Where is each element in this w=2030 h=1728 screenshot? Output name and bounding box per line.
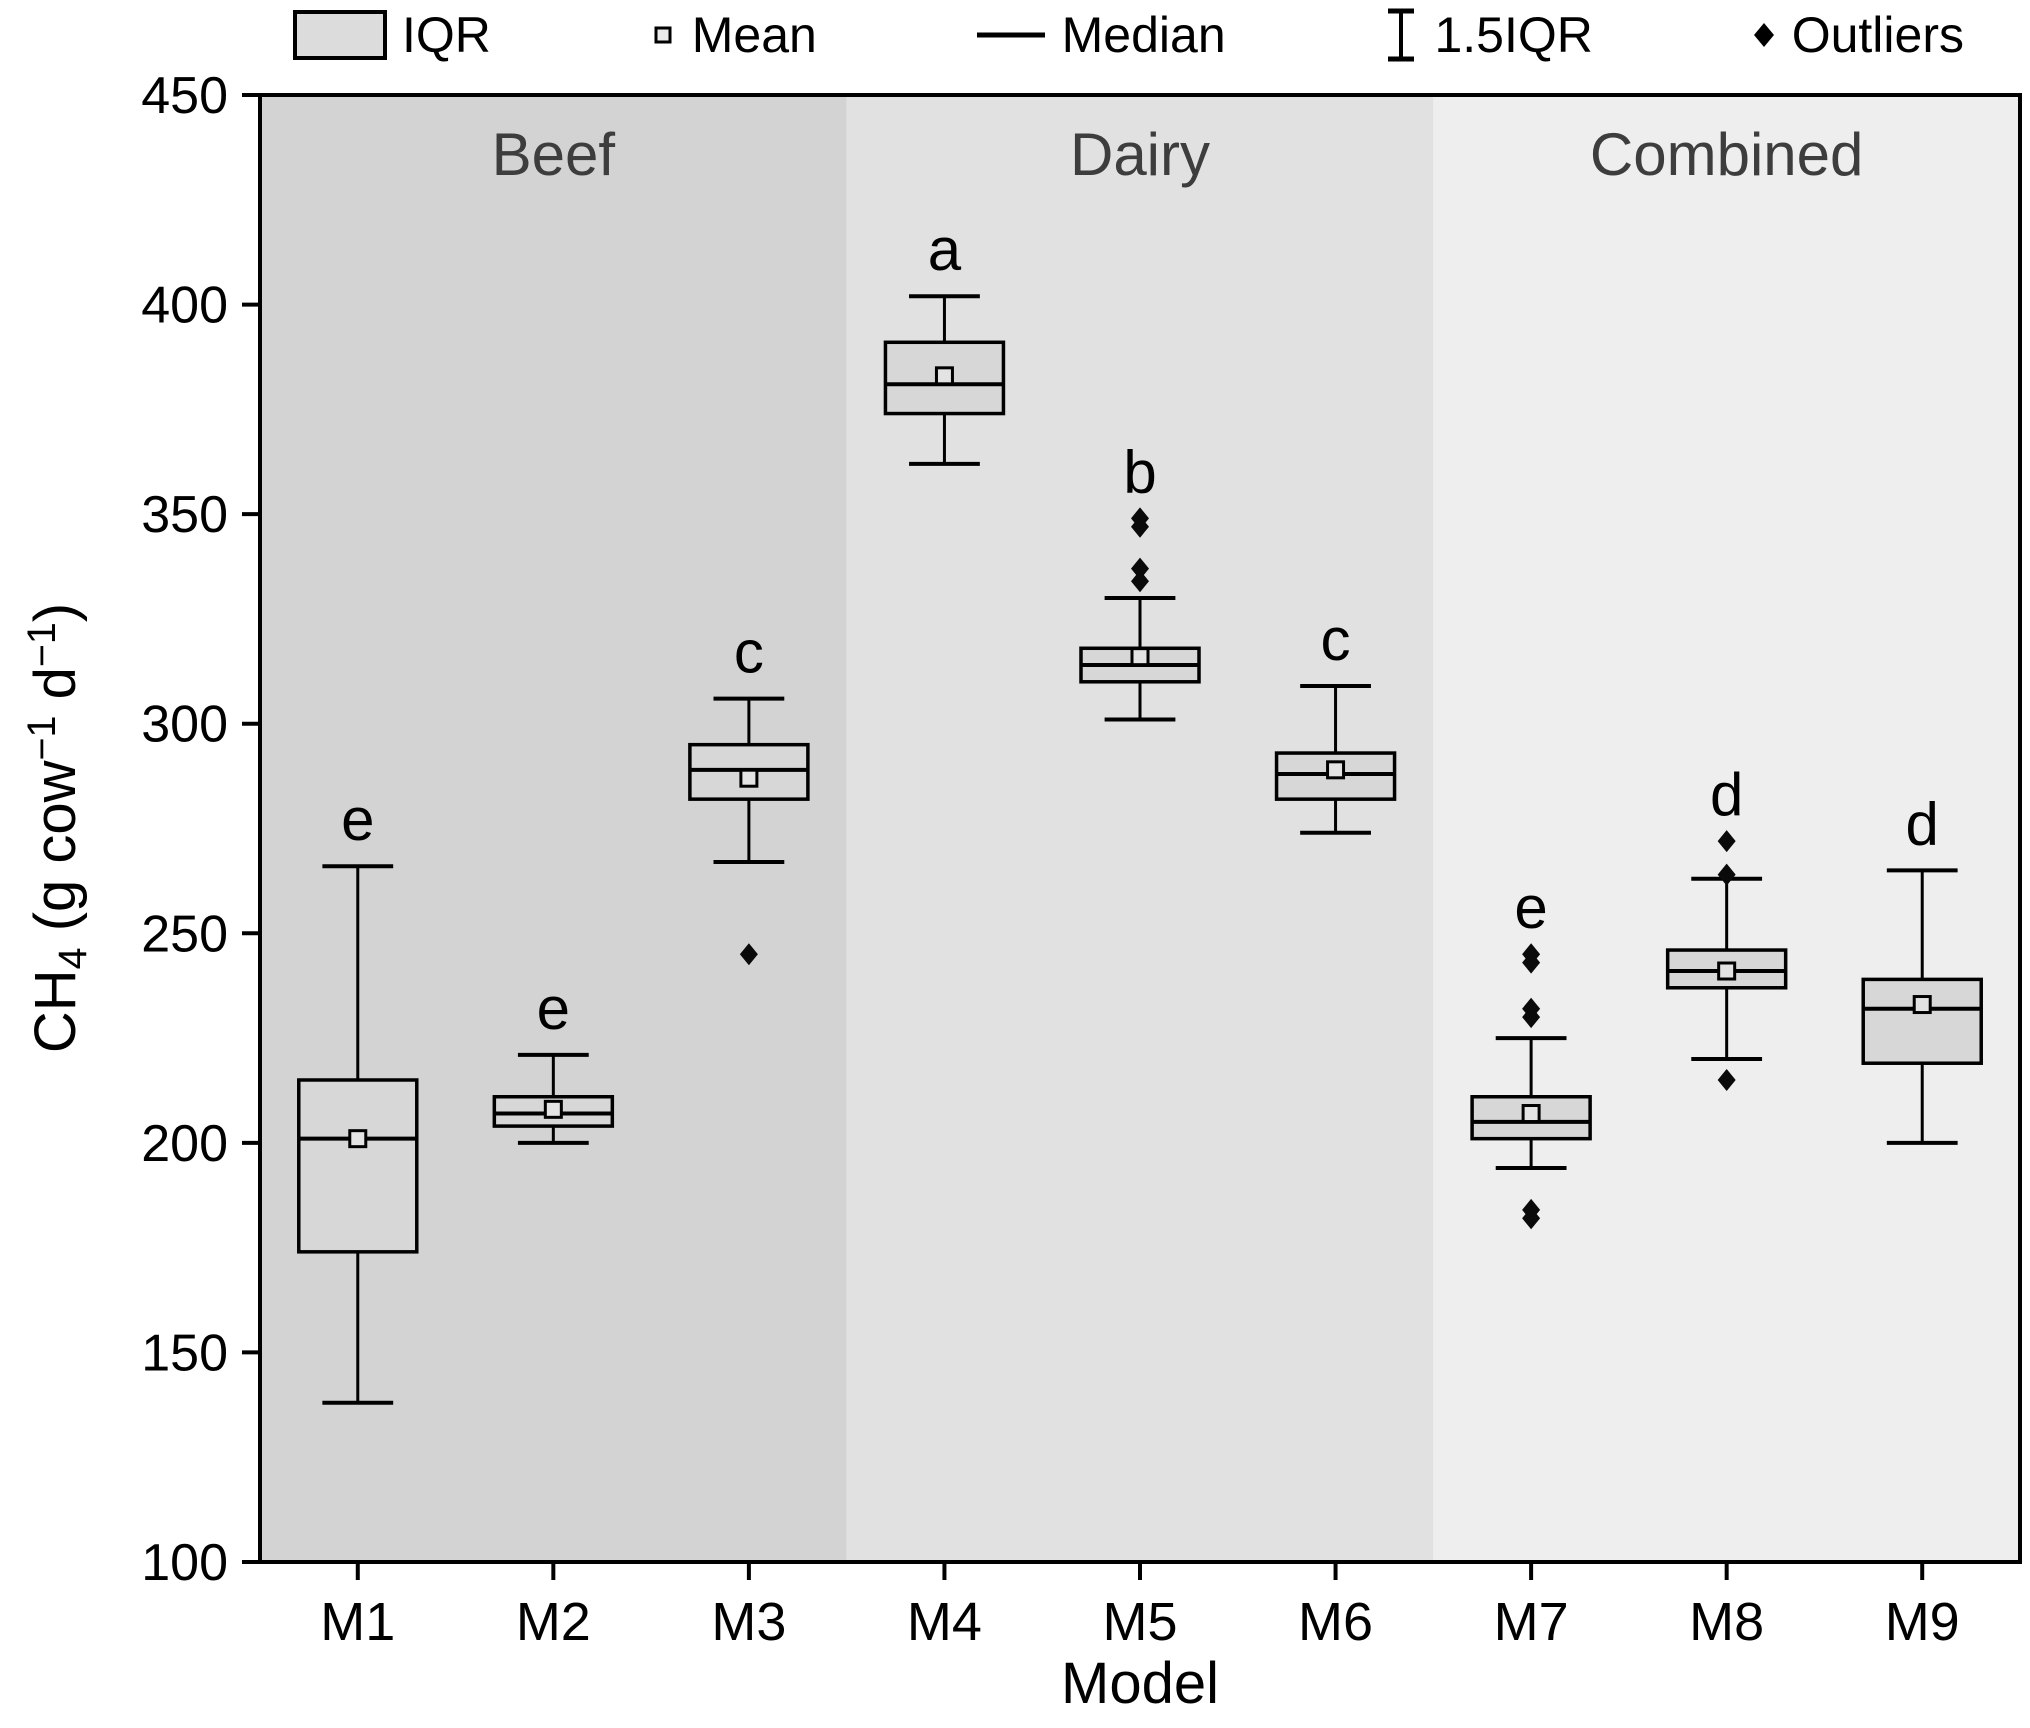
mean-marker-m1 bbox=[348, 1129, 368, 1149]
outlier-m8 bbox=[1717, 863, 1736, 886]
y-tick-label: 300 bbox=[141, 696, 228, 754]
whisker-errorbar-icon bbox=[1388, 8, 1415, 62]
legend-item-outliers: Outliers bbox=[1750, 6, 1964, 64]
mean-marker-m2 bbox=[543, 1099, 563, 1119]
x-tick-label-m4: M4 bbox=[907, 1592, 982, 1652]
outlier-diamond-icon bbox=[1753, 23, 1774, 47]
legend-label: Median bbox=[1061, 7, 1226, 63]
legend-item-median: Median bbox=[974, 6, 1226, 64]
group-band-dairy bbox=[846, 95, 1434, 1562]
x-tick-label-m7: M7 bbox=[1494, 1592, 1569, 1652]
mean-marker-m9 bbox=[1912, 995, 1932, 1015]
legend-label: Outliers bbox=[1791, 7, 1964, 63]
legend-label: Mean bbox=[691, 7, 817, 63]
x-axis-label: Model bbox=[1061, 1651, 1219, 1716]
y-axis-label-part: −1 bbox=[20, 622, 65, 668]
mean-marker-m3 bbox=[739, 768, 759, 788]
sig-letter-m8: d bbox=[1710, 761, 1743, 828]
y-axis-label-part: CH bbox=[22, 969, 88, 1054]
x-tick-label-m2: M2 bbox=[516, 1592, 591, 1652]
y-axis-label-part: ) bbox=[22, 602, 88, 623]
y-tick-label: 200 bbox=[141, 1115, 228, 1173]
y-axis-label-part: (g cow bbox=[22, 760, 88, 948]
sig-letter-m2: e bbox=[537, 975, 570, 1042]
y-tick-label: 250 bbox=[141, 905, 228, 963]
y-tick-label: 450 bbox=[141, 67, 228, 125]
outlier-m7 bbox=[1522, 1006, 1541, 1029]
iqr-box-m9 bbox=[1861, 977, 1983, 1065]
y-tick-label: 150 bbox=[141, 1324, 228, 1382]
y-tick-label: 400 bbox=[141, 277, 228, 335]
outlier-m5 bbox=[1131, 557, 1149, 580]
chart-legend: IQR Mean Median 1.5IQR Outliers bbox=[292, 2, 1964, 68]
x-tick-label-m9: M9 bbox=[1885, 1592, 1960, 1652]
mean-marker-m5 bbox=[1130, 647, 1150, 667]
outlier-m8 bbox=[1717, 1068, 1736, 1091]
outlier-m3 bbox=[739, 943, 758, 966]
outlier-m7 bbox=[1522, 1207, 1541, 1230]
outlier-m7 bbox=[1522, 951, 1541, 974]
median-line-icon bbox=[976, 32, 1045, 38]
x-tick-label-m8: M8 bbox=[1689, 1592, 1764, 1652]
iqr-box-m1 bbox=[297, 1078, 419, 1254]
y-axis-label: CH4 (g cow−1 d−1) bbox=[20, 603, 96, 1053]
y-axis-label-part: d bbox=[22, 667, 88, 716]
mean-marker-m7 bbox=[1521, 1104, 1541, 1124]
sig-letter-m3: c bbox=[734, 619, 764, 686]
sig-letter-m9: d bbox=[1906, 790, 1939, 857]
mean-square-icon bbox=[654, 26, 672, 44]
legend-label: IQR bbox=[402, 7, 491, 63]
sig-letter-m6: c bbox=[1321, 606, 1351, 673]
legend-item-mean: Mean bbox=[648, 6, 817, 64]
y-axis-label-part: −1 bbox=[20, 715, 65, 761]
x-tick-label-m6: M6 bbox=[1298, 1592, 1373, 1652]
mean-marker-m6 bbox=[1326, 760, 1346, 780]
legend-label: 1.5IQR bbox=[1434, 7, 1593, 63]
y-tick-label: 100 bbox=[141, 1534, 228, 1592]
x-tick-label-m5: M5 bbox=[1102, 1592, 1177, 1652]
mean-marker-m8 bbox=[1717, 961, 1737, 981]
sig-letter-m1: e bbox=[341, 786, 374, 853]
sig-letter-m5: b bbox=[1123, 438, 1156, 505]
legend-item-iqr: IQR bbox=[292, 6, 491, 64]
group-band-combined bbox=[1433, 95, 2020, 1562]
x-tick-label-m3: M3 bbox=[711, 1592, 786, 1652]
x-tick-label-m1: M1 bbox=[320, 1592, 395, 1652]
outlier-m5 bbox=[1131, 570, 1149, 593]
sig-letter-m7: e bbox=[1514, 874, 1547, 941]
iqr-box-icon bbox=[293, 10, 387, 60]
outlier-m5 bbox=[1131, 515, 1149, 538]
group-label-dairy: Dairy bbox=[1070, 121, 1210, 188]
group-label-beef: Beef bbox=[492, 121, 616, 188]
group-label-combined: Combined bbox=[1590, 121, 1864, 188]
outlier-m8 bbox=[1717, 830, 1736, 853]
sig-letter-m4: a bbox=[928, 216, 962, 283]
y-tick-label: 350 bbox=[141, 486, 228, 544]
mean-marker-m4 bbox=[934, 366, 954, 386]
legend-item-1-5iqr: 1.5IQR bbox=[1382, 4, 1593, 66]
y-axis-label-part: 4 bbox=[50, 947, 95, 970]
